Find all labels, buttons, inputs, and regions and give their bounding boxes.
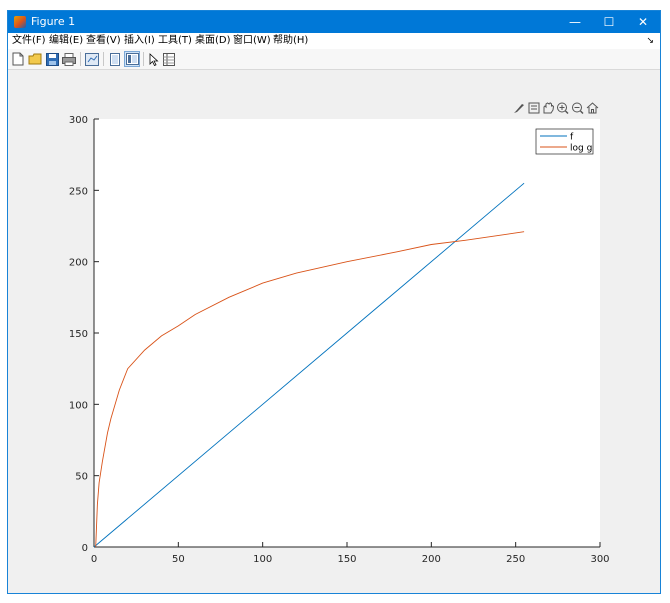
edit-plot-icon bbox=[149, 52, 159, 66]
brush-icon bbox=[514, 104, 524, 113]
show-plot-tools-button[interactable] bbox=[124, 51, 140, 67]
y-tick-label: 150 bbox=[69, 329, 88, 340]
matlab-logo-icon bbox=[14, 16, 26, 28]
x-tick-label: 250 bbox=[506, 554, 525, 565]
new-figure-icon bbox=[12, 52, 24, 66]
hide-plot-tools-icon bbox=[110, 52, 120, 66]
pan-icon bbox=[543, 102, 555, 114]
menu-help[interactable]: 帮助(H) bbox=[273, 35, 309, 46]
print-button[interactable] bbox=[61, 51, 77, 67]
y-tick-label: 250 bbox=[69, 186, 88, 197]
window-title: Figure 1 bbox=[31, 15, 76, 28]
home-button[interactable] bbox=[586, 102, 599, 114]
close-icon: ✕ bbox=[637, 15, 649, 29]
open-file-icon bbox=[28, 53, 42, 65]
new-figure-button[interactable] bbox=[10, 51, 26, 67]
series-line-0[interactable] bbox=[93, 182, 525, 548]
close-button[interactable]: ✕ bbox=[626, 11, 660, 33]
datatip-icon bbox=[528, 102, 540, 114]
menu-view[interactable]: 查看(V) bbox=[86, 35, 121, 46]
legend-entry: f bbox=[570, 133, 574, 143]
title-bar[interactable]: Figure 1 — ☐ ✕ bbox=[8, 11, 660, 33]
x-tick-label: 300 bbox=[590, 554, 609, 565]
axes-toolbar bbox=[514, 102, 599, 115]
x-tick-label: 150 bbox=[337, 554, 356, 565]
link-plot-button[interactable] bbox=[84, 51, 100, 67]
maximize-icon: ☐ bbox=[603, 15, 615, 29]
menu-tools[interactable]: 工具(T) bbox=[158, 35, 192, 46]
minimize-button[interactable]: — bbox=[558, 11, 592, 33]
figure-canvas: 0 50 100 150 200 250 300 0 50 100 150 200 250 300 f lo… bbox=[8, 70, 660, 593]
figure-toolbar bbox=[8, 49, 660, 70]
zoom-out-button[interactable] bbox=[572, 102, 584, 115]
x-tick-label: 100 bbox=[253, 554, 272, 565]
toolbar-separator bbox=[103, 52, 104, 66]
figure-window: Figure 1 — ☐ ✕ 文件(F) 编辑(E) 查看(V) 插入(I) 工… bbox=[7, 10, 661, 594]
legend-box bbox=[535, 128, 594, 155]
menu-edit[interactable]: 编辑(E) bbox=[49, 35, 84, 46]
y-tick-label: 300 bbox=[69, 115, 88, 126]
menu-desktop[interactable]: 桌面(D) bbox=[195, 35, 231, 46]
open-file-button[interactable] bbox=[27, 51, 43, 67]
zoom-out-icon bbox=[572, 102, 584, 115]
pan-button[interactable] bbox=[543, 102, 555, 114]
y-tick-label: 0 bbox=[82, 543, 88, 554]
toolbar-separator bbox=[143, 52, 144, 66]
x-tick-label: 0 bbox=[91, 554, 97, 565]
y-tick-label: 100 bbox=[69, 400, 88, 411]
zoom-in-icon bbox=[557, 102, 569, 115]
home-icon bbox=[586, 102, 599, 114]
property-inspector-icon bbox=[163, 52, 175, 66]
plot-canvas: 0 50 100 150 200 250 300 0 50 100 150 200 250 300 flo… bbox=[69, 102, 610, 565]
property-inspector-button[interactable] bbox=[161, 51, 177, 67]
datatip-button[interactable] bbox=[528, 102, 540, 114]
menu-window[interactable]: 窗口(W) bbox=[233, 35, 271, 46]
show-plot-tools-icon bbox=[125, 53, 139, 65]
menu-file[interactable]: 文件(F) bbox=[12, 35, 46, 46]
link-plot-icon bbox=[85, 52, 99, 66]
menu-insert[interactable]: 插入(I) bbox=[124, 35, 155, 46]
edit-plot-button[interactable] bbox=[146, 51, 162, 67]
brush-button[interactable] bbox=[514, 104, 524, 113]
hide-plot-tools-button[interactable] bbox=[107, 51, 123, 67]
save-icon bbox=[45, 52, 59, 66]
x-tick-label: 50 bbox=[172, 554, 185, 565]
save-button[interactable] bbox=[44, 51, 60, 67]
dock-figure-icon[interactable]: ↘ bbox=[646, 36, 654, 46]
series-line-1[interactable] bbox=[95, 231, 525, 548]
x-tick-label: 200 bbox=[422, 554, 441, 565]
y-tick-label: 50 bbox=[75, 472, 88, 483]
toolbar-separator bbox=[80, 52, 81, 66]
print-icon bbox=[62, 52, 76, 66]
menu-bar: 文件(F) 编辑(E) 查看(V) 插入(I) 工具(T) 桌面(D) 窗口(W… bbox=[8, 33, 660, 49]
legend-entry: log g bbox=[570, 144, 592, 154]
maximize-button[interactable]: ☐ bbox=[592, 11, 626, 33]
y-tick-label: 200 bbox=[69, 258, 88, 269]
zoom-in-button[interactable] bbox=[557, 102, 569, 115]
minimize-icon: — bbox=[569, 15, 581, 29]
